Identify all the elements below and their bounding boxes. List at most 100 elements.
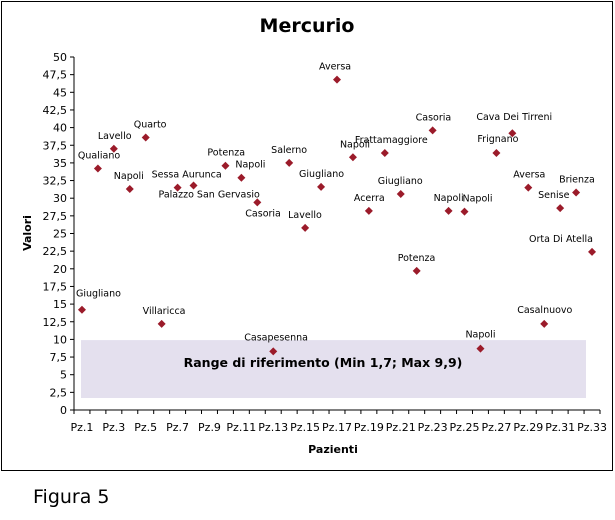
- x-tick-label: Pz.11: [226, 421, 256, 434]
- plot-area: Range di riferimento (Min 1,7; Max 9,9) 0…: [43, 51, 607, 434]
- data-point-label: Villaricca: [143, 306, 186, 317]
- x-tick-label: Pz.33: [577, 421, 607, 434]
- y-tick-label: 32,5: [43, 175, 68, 188]
- data-point-label: Salerno: [271, 145, 307, 156]
- x-tick-label: Pz.25: [450, 421, 480, 434]
- y-tick-label: 42,5: [43, 104, 68, 117]
- data-point: [109, 144, 118, 153]
- data-point-label: Sessa Aurunca: [152, 170, 222, 181]
- x-tick-label: Pz.19: [354, 421, 384, 434]
- y-tick-label: 2,5: [50, 386, 68, 399]
- y-tick-label: 12,5: [43, 316, 68, 329]
- data-point-label: Acerra: [354, 193, 385, 204]
- data-point: [237, 173, 246, 182]
- data-point: [476, 344, 485, 353]
- data-point: [285, 158, 294, 167]
- data-point: [492, 149, 501, 158]
- data-point: [301, 223, 310, 232]
- x-tick-label: Pz.3: [102, 421, 125, 434]
- data-point: [221, 161, 230, 170]
- y-tick-label: 22,5: [43, 245, 68, 258]
- data-point-label: Cava Dei Tirreni: [476, 112, 552, 123]
- x-tick-label: Pz.7: [166, 421, 189, 434]
- data-point-label: Qualiano: [78, 151, 120, 162]
- data-point-label: Casapesenna: [244, 332, 308, 343]
- data-point-label: Casoria: [245, 208, 281, 219]
- data-point: [508, 129, 517, 138]
- data-point: [125, 185, 134, 194]
- data-point-label: Napoli: [465, 330, 495, 341]
- data-point: [412, 266, 421, 275]
- x-tick-label: Pz.15: [290, 421, 320, 434]
- data-point-label: Giugliano: [76, 289, 121, 300]
- data-point-label: Senise: [538, 190, 569, 201]
- data-point-label: Quarto: [134, 119, 167, 130]
- x-tick-label: Pz.1: [71, 421, 94, 434]
- data-point: [253, 198, 262, 207]
- data-point-label: Aversa: [513, 170, 545, 181]
- data-point-label: Casoria: [416, 112, 452, 123]
- data-point: [77, 305, 86, 314]
- data-point: [396, 189, 405, 198]
- chart-title: Mercurio: [260, 15, 355, 37]
- data-point-label: Brienza: [559, 175, 595, 186]
- data-point: [173, 183, 182, 192]
- data-point: [556, 204, 565, 213]
- data-point: [524, 183, 533, 192]
- x-axis-label: Pazienti: [308, 443, 358, 456]
- data-point: [572, 188, 581, 197]
- reference-range-band: [81, 340, 586, 398]
- data-point-label: Napoli: [114, 171, 144, 182]
- data-point-label: Lavello: [288, 210, 322, 221]
- y-tick-label: 37,5: [43, 139, 68, 152]
- y-tick-label: 27,5: [43, 210, 68, 223]
- y-tick-label: 40: [53, 122, 67, 135]
- y-tick-label: 47,5: [43, 69, 68, 82]
- y-tick-label: 35: [53, 157, 67, 170]
- y-tick-label: 17,5: [43, 280, 68, 293]
- y-tick-label: 30: [53, 192, 67, 205]
- data-point: [588, 247, 597, 256]
- data-point: [460, 207, 469, 216]
- data-point-label: Palazzo San Gervasio: [159, 189, 260, 200]
- x-tick-label: Pz.5: [134, 421, 157, 434]
- y-tick-label: 45: [53, 86, 67, 99]
- y-tick-label: 50: [53, 51, 67, 64]
- y-tick-label: 20: [53, 263, 67, 276]
- data-point-label: Napoli: [235, 160, 265, 171]
- data-point: [141, 133, 150, 142]
- data-point-label: Casalnuovo: [517, 305, 572, 316]
- y-tick-label: 5: [60, 369, 67, 382]
- data-point: [333, 75, 341, 84]
- x-tick-label: Pz.13: [258, 421, 288, 434]
- data-point: [348, 153, 357, 162]
- data-point: [380, 149, 389, 158]
- x-tick-label: Pz.17: [322, 421, 352, 434]
- data-point-label: Napoli: [434, 193, 464, 204]
- data-point: [317, 182, 326, 191]
- data-point-label: Aversa: [319, 62, 351, 73]
- data-point: [364, 206, 373, 215]
- data-point-label: Orta Di Atella: [529, 234, 593, 245]
- data-point-label: Frignano: [477, 134, 518, 145]
- data-point: [269, 347, 278, 356]
- data-point-label: Potenza: [207, 148, 245, 159]
- data-point-label: Lavello: [98, 131, 132, 142]
- y-axis-label: Valori: [21, 215, 34, 251]
- figure-caption: Figura 5: [33, 486, 110, 508]
- data-point: [540, 319, 549, 328]
- data-point-label: Giugliano: [299, 169, 344, 180]
- data-point: [157, 319, 166, 328]
- data-point: [93, 164, 102, 173]
- data-point-label: Frattamaggiore: [355, 135, 428, 146]
- y-tick-label: 25: [53, 228, 67, 241]
- chart-svg: Mercurio Pazienti Valori Range di riferi…: [21, 15, 607, 456]
- y-tick-label: 7,5: [50, 351, 68, 364]
- x-tick-label: Pz.31: [545, 421, 575, 434]
- x-tick-label: Pz.27: [481, 421, 511, 434]
- y-tick-label: 0: [60, 404, 67, 417]
- data-point-label: Potenza: [398, 253, 436, 264]
- x-tick-label: Pz.23: [418, 421, 448, 434]
- data-point: [189, 181, 198, 190]
- y-tick-label: 15: [53, 298, 67, 311]
